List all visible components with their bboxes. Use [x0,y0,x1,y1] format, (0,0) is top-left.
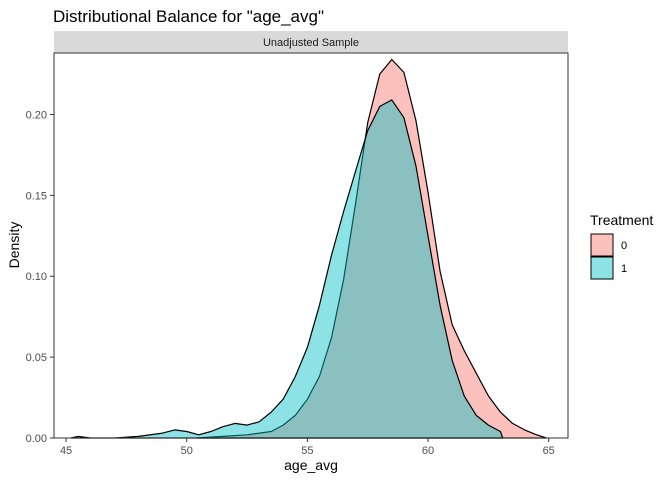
y-tick-label: 0.10 [26,271,47,283]
y-tick-label: 0.05 [26,352,47,364]
facet-label: Unadjusted Sample [263,37,359,49]
x-tick-label: 55 [301,445,313,457]
density-area-series-1 [70,99,504,439]
y-tick-label: 0.15 [26,190,47,202]
x-tick-label: 50 [181,445,193,457]
legend-key-0 [590,233,614,257]
y-tick-label: 0.00 [26,433,47,445]
density-area-series-0 [195,58,547,439]
chart-title: Distributional Balance for "age_avg" [53,7,324,26]
x-axis: 45 50 55 60 65 [60,438,555,457]
legend-key-1 [590,256,614,280]
legend-title: Treatment [590,212,653,228]
x-tick-label: 45 [60,445,72,457]
legend-label-0: 0 [621,240,627,252]
y-axis: 0.00 0.05 0.10 0.15 0.20 [26,109,54,445]
x-tick-label: 65 [543,445,555,457]
series-layer [70,58,547,439]
legend: Treatment 0 1 [590,212,653,280]
x-tick-label: 60 [422,445,434,457]
y-axis-title: Density [6,222,22,269]
panel-border [53,52,569,439]
facet-strip [54,31,568,53]
x-axis-title: age_avg [284,457,338,473]
plot-panel [54,53,568,438]
y-tick-label: 0.20 [26,109,47,121]
legend-label-1: 1 [621,263,627,275]
